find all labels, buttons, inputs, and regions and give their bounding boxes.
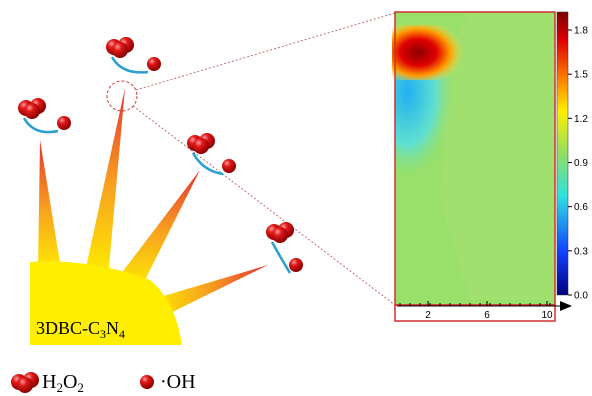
- colorbar-tick-label: 1.5: [574, 70, 588, 81]
- ticks: 0.0 0.3 0.6 0.9 1.2 1.5 1.8 2 6 10: [399, 26, 588, 321]
- atom: [17, 377, 33, 393]
- colorbar-tick-label: 1.8: [574, 26, 588, 37]
- legend-h2o2: H2O2: [42, 371, 84, 395]
- colorbar-tick-label: 0.9: [574, 158, 588, 169]
- reaction-arrow: [270, 241, 292, 274]
- reaction-arrow: [22, 117, 59, 134]
- focus-circle: [106, 80, 138, 112]
- atom: [193, 138, 209, 154]
- catalyst-label: 3DBC-C3N4: [36, 318, 125, 341]
- reaction-arrow: [191, 152, 224, 176]
- guide-line: [132, 105, 396, 306]
- atom: [272, 227, 288, 243]
- colorbar: [556, 11, 569, 296]
- atom: [112, 42, 128, 58]
- heatmap: [392, 11, 572, 322]
- atom: [140, 375, 154, 389]
- colorbar-tick-label: 0.3: [574, 246, 588, 257]
- reaction-arrow: [110, 56, 149, 74]
- x-tick-label: 2: [425, 310, 431, 321]
- colorbar-tick-label: 0.6: [574, 202, 588, 213]
- sun: [30, 88, 268, 345]
- atom: [24, 103, 40, 119]
- atom: [222, 159, 236, 173]
- legend-oh: ·OH: [160, 371, 196, 393]
- colorbar-tick-label: 0.0: [574, 291, 588, 302]
- molecules: [11, 37, 303, 393]
- atom: [57, 116, 71, 130]
- guide-line: [135, 12, 396, 91]
- x-tick-label: 6: [484, 310, 490, 321]
- x-tick-label: 10: [541, 310, 553, 321]
- colorbar-tick-label: 1.2: [574, 114, 588, 125]
- atom: [289, 258, 303, 272]
- atom: [147, 57, 161, 71]
